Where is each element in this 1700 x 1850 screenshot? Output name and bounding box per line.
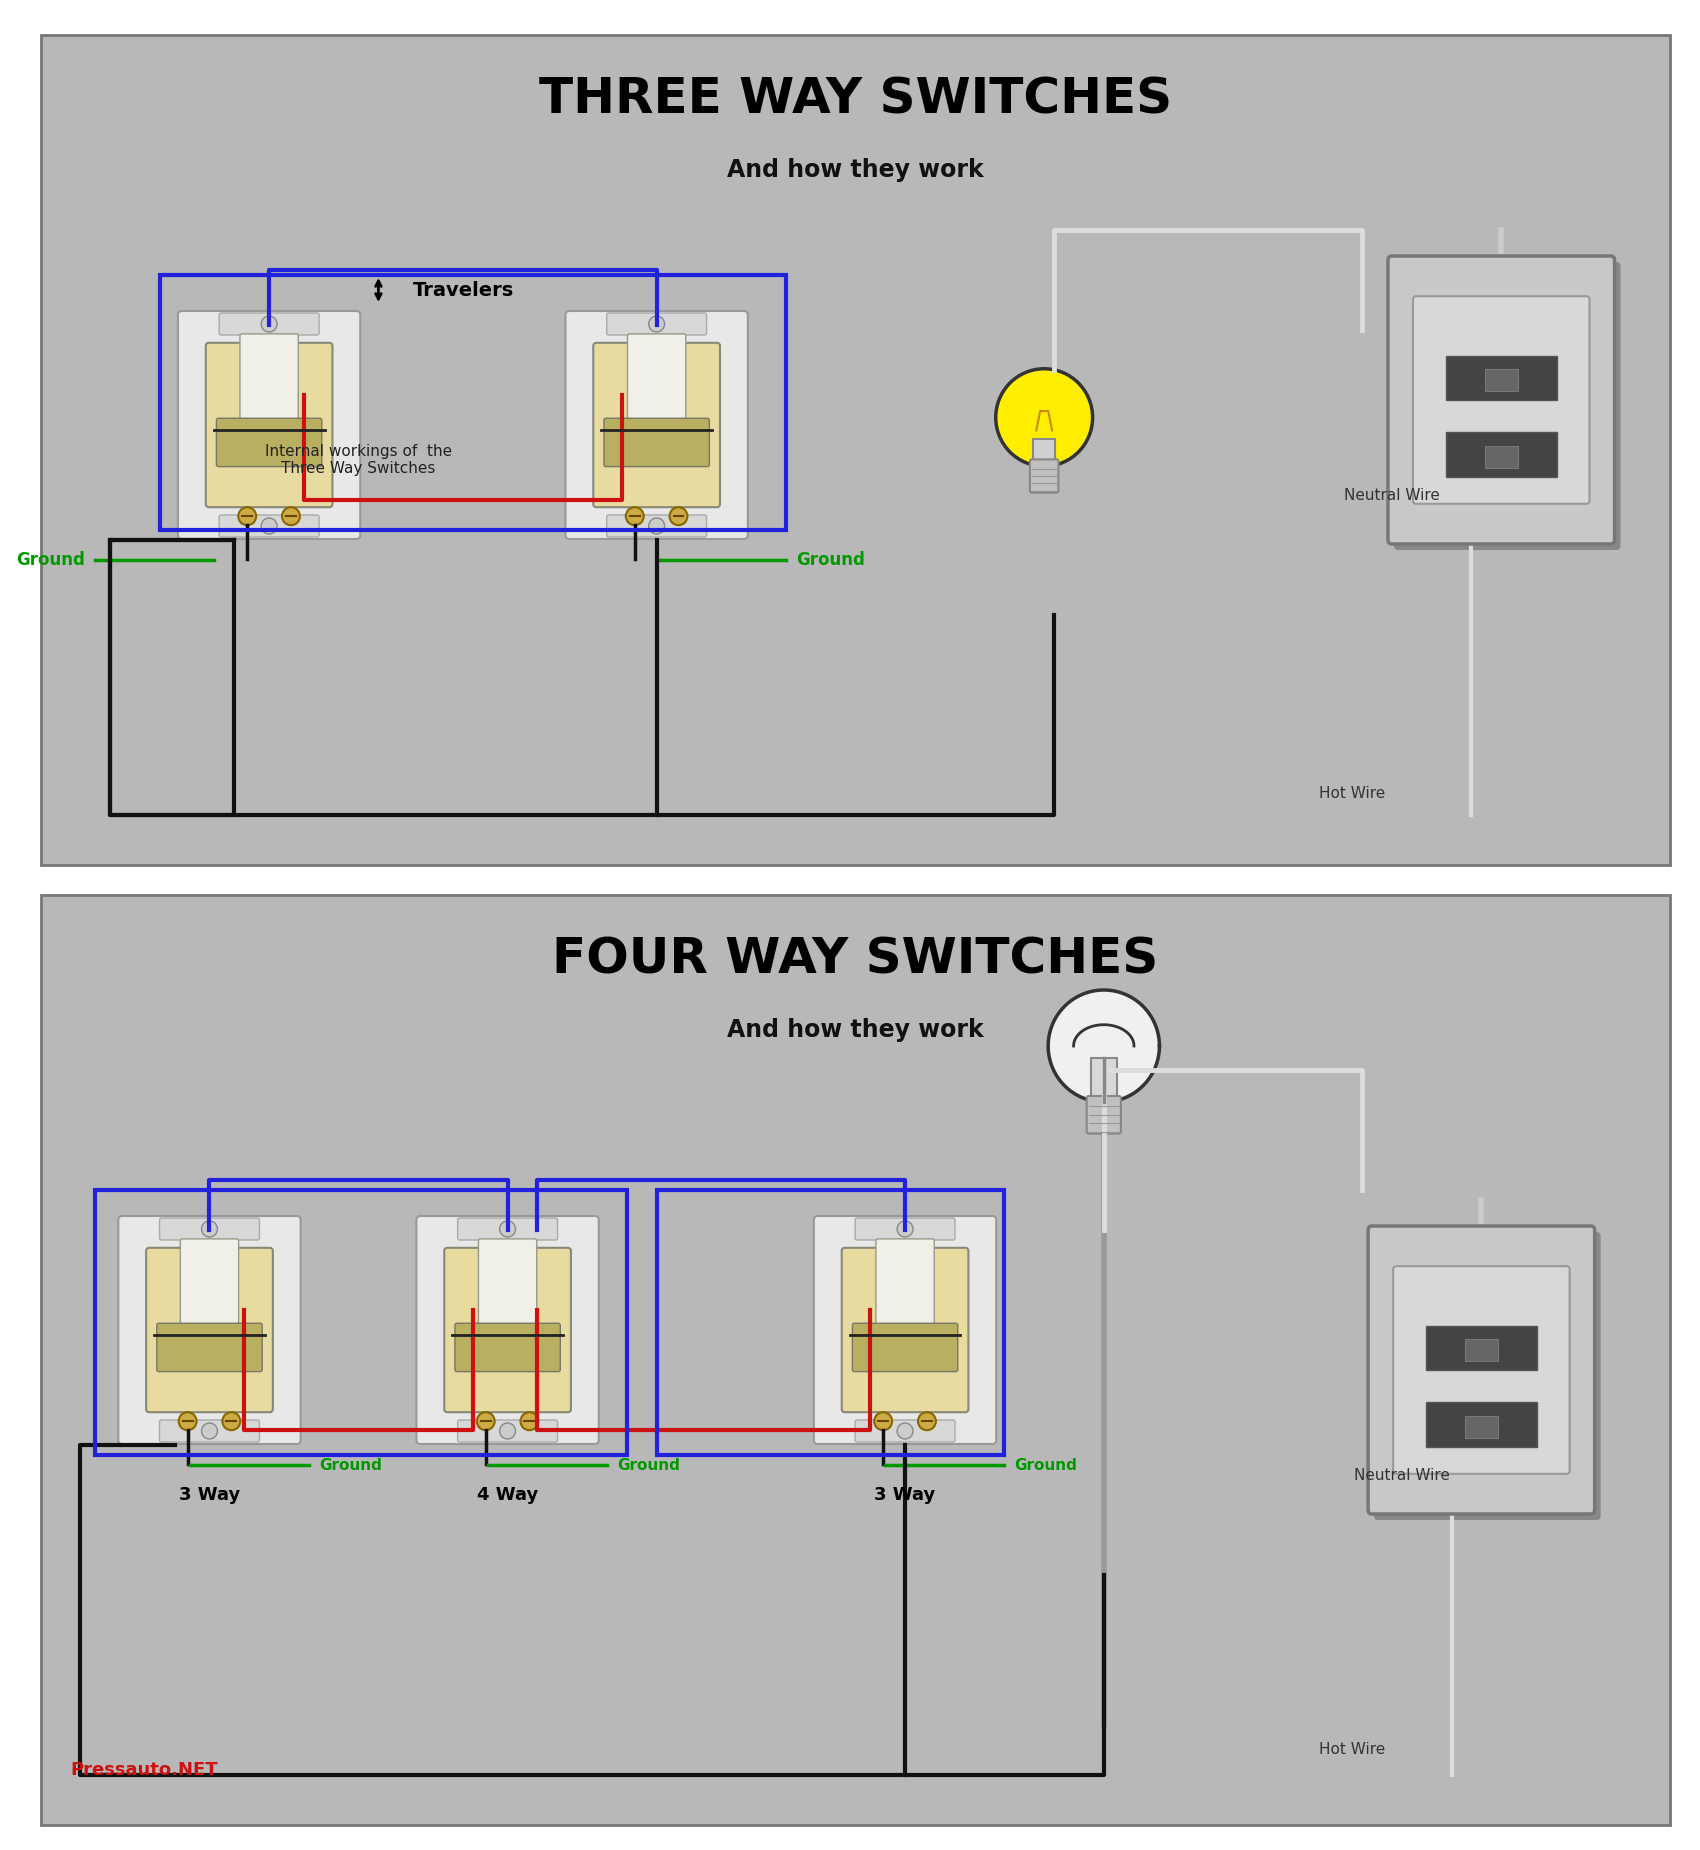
- FancyBboxPatch shape: [607, 514, 707, 536]
- FancyBboxPatch shape: [1394, 263, 1620, 549]
- FancyBboxPatch shape: [457, 1217, 558, 1240]
- Bar: [95, 1190, 627, 1454]
- FancyBboxPatch shape: [1086, 1095, 1120, 1134]
- Circle shape: [649, 316, 665, 331]
- Text: Travelers: Travelers: [413, 281, 515, 300]
- Circle shape: [202, 1423, 218, 1439]
- Text: FOUR WAY SWITCHES: FOUR WAY SWITCHES: [552, 936, 1158, 984]
- Circle shape: [500, 1221, 515, 1238]
- FancyBboxPatch shape: [814, 1215, 996, 1445]
- FancyBboxPatch shape: [855, 1421, 955, 1441]
- Text: And how they work: And how they work: [728, 157, 984, 181]
- FancyBboxPatch shape: [160, 1421, 260, 1441]
- FancyBboxPatch shape: [219, 514, 320, 536]
- Text: Ground: Ground: [320, 1458, 382, 1473]
- FancyBboxPatch shape: [855, 1217, 955, 1240]
- Circle shape: [178, 1412, 197, 1430]
- Circle shape: [996, 368, 1093, 466]
- FancyBboxPatch shape: [416, 1215, 598, 1445]
- Circle shape: [874, 1412, 893, 1430]
- FancyBboxPatch shape: [1030, 459, 1059, 492]
- Circle shape: [670, 507, 687, 525]
- FancyBboxPatch shape: [41, 35, 1669, 866]
- Circle shape: [282, 507, 299, 525]
- Bar: [1091, 1058, 1117, 1099]
- Bar: [656, 1190, 1005, 1454]
- FancyBboxPatch shape: [156, 1323, 262, 1371]
- Text: Neutral Wire: Neutral Wire: [1345, 488, 1440, 503]
- Text: Neutral Wire: Neutral Wire: [1353, 1467, 1450, 1482]
- Text: And how they work: And how they work: [728, 1018, 984, 1042]
- FancyBboxPatch shape: [219, 313, 320, 335]
- Circle shape: [476, 1412, 495, 1430]
- Circle shape: [238, 507, 257, 525]
- Bar: [1465, 1415, 1498, 1437]
- FancyBboxPatch shape: [1394, 1265, 1569, 1474]
- FancyBboxPatch shape: [852, 1323, 957, 1371]
- Text: Ground: Ground: [1015, 1458, 1078, 1473]
- Bar: [1445, 355, 1557, 400]
- Text: Ground: Ground: [617, 1458, 680, 1473]
- FancyBboxPatch shape: [41, 895, 1669, 1824]
- FancyBboxPatch shape: [206, 342, 333, 507]
- Circle shape: [500, 1423, 515, 1439]
- Circle shape: [898, 1221, 913, 1238]
- FancyBboxPatch shape: [456, 1323, 561, 1371]
- Circle shape: [626, 507, 644, 525]
- FancyBboxPatch shape: [478, 1240, 537, 1330]
- FancyBboxPatch shape: [876, 1240, 935, 1330]
- FancyBboxPatch shape: [1387, 255, 1615, 544]
- FancyBboxPatch shape: [216, 418, 321, 466]
- Text: Pressauto.NET: Pressauto.NET: [70, 1761, 218, 1780]
- Bar: [1445, 433, 1557, 477]
- Circle shape: [262, 316, 277, 331]
- Circle shape: [202, 1221, 218, 1238]
- FancyBboxPatch shape: [593, 342, 721, 507]
- Bar: [1034, 438, 1056, 461]
- FancyBboxPatch shape: [457, 1421, 558, 1441]
- Bar: [1484, 368, 1518, 390]
- Bar: [1484, 446, 1518, 468]
- Text: Ground: Ground: [17, 551, 85, 570]
- Text: 4 Way: 4 Way: [478, 1486, 539, 1504]
- FancyBboxPatch shape: [627, 333, 685, 426]
- FancyBboxPatch shape: [566, 311, 748, 538]
- Polygon shape: [1049, 990, 1159, 1103]
- Text: 3 Way: 3 Way: [874, 1486, 935, 1504]
- Bar: [1426, 1402, 1537, 1447]
- Bar: [1426, 1326, 1537, 1371]
- FancyBboxPatch shape: [1413, 296, 1590, 503]
- Circle shape: [262, 518, 277, 535]
- FancyBboxPatch shape: [607, 313, 707, 335]
- FancyBboxPatch shape: [444, 1247, 571, 1412]
- FancyBboxPatch shape: [180, 1240, 238, 1330]
- Text: THREE WAY SWITCHES: THREE WAY SWITCHES: [539, 76, 1171, 124]
- FancyBboxPatch shape: [1368, 1227, 1595, 1513]
- Bar: [160, 276, 785, 529]
- Text: Ground: Ground: [796, 551, 865, 570]
- FancyBboxPatch shape: [119, 1215, 301, 1445]
- FancyBboxPatch shape: [604, 418, 709, 466]
- FancyBboxPatch shape: [146, 1247, 272, 1412]
- Circle shape: [223, 1412, 240, 1430]
- FancyBboxPatch shape: [240, 333, 298, 426]
- Text: Hot Wire: Hot Wire: [1319, 786, 1386, 801]
- FancyBboxPatch shape: [178, 311, 360, 538]
- Circle shape: [520, 1412, 539, 1430]
- Circle shape: [898, 1423, 913, 1439]
- Text: 3 Way: 3 Way: [178, 1486, 240, 1504]
- FancyBboxPatch shape: [1374, 1232, 1601, 1521]
- Circle shape: [918, 1412, 937, 1430]
- Bar: [1465, 1339, 1498, 1362]
- Circle shape: [649, 518, 665, 535]
- Text: Hot Wire: Hot Wire: [1319, 1743, 1386, 1757]
- Text: Internal workings of  the
Three Way Switches: Internal workings of the Three Way Switc…: [265, 444, 452, 475]
- FancyBboxPatch shape: [842, 1247, 969, 1412]
- FancyBboxPatch shape: [160, 1217, 260, 1240]
